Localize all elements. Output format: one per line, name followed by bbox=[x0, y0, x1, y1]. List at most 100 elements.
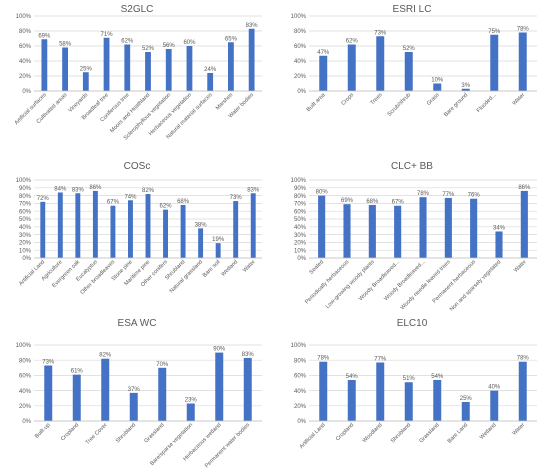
bar bbox=[243, 357, 252, 421]
bar bbox=[518, 361, 527, 421]
bar bbox=[129, 392, 138, 421]
data-label: 83% bbox=[247, 187, 260, 193]
bar bbox=[490, 390, 499, 421]
bar bbox=[444, 197, 452, 258]
x-tick-label: Periodically herbaceous bbox=[304, 259, 350, 305]
bar bbox=[419, 197, 427, 258]
bar bbox=[40, 201, 46, 258]
bar bbox=[44, 365, 53, 421]
y-tick-label: 40% bbox=[19, 225, 32, 231]
chart-panel-4: CLC+ BB 0% 10% 20% 30% 40% 50% 60% 70% 80% 90% 100%… bbox=[275, 157, 550, 314]
x-tick-label: Scrub/shrub bbox=[387, 92, 413, 118]
bar bbox=[41, 39, 48, 91]
bar bbox=[490, 34, 499, 91]
bar bbox=[57, 192, 63, 258]
y-tick-label: 0% bbox=[22, 89, 31, 95]
y-tick-label: 60% bbox=[19, 44, 32, 50]
y-tick-label: 60% bbox=[294, 374, 307, 380]
bar bbox=[163, 209, 168, 258]
x-tick-label: Water bbox=[512, 422, 527, 437]
data-label: 54% bbox=[431, 374, 444, 380]
data-label: 3% bbox=[461, 83, 470, 89]
y-tick-label: 10% bbox=[294, 248, 307, 254]
bar bbox=[250, 193, 256, 258]
data-label: 51% bbox=[403, 376, 416, 382]
y-tick-label: 100% bbox=[291, 14, 307, 20]
data-label: 65% bbox=[225, 36, 238, 42]
data-label: 69% bbox=[38, 33, 51, 39]
data-label: 19% bbox=[212, 237, 225, 243]
x-tick-label: Bare soil bbox=[202, 259, 222, 279]
chart-title: CLC+ BB bbox=[391, 161, 433, 172]
bar bbox=[145, 52, 151, 91]
y-tick-label: 70% bbox=[19, 202, 32, 208]
y-tick-label: 100% bbox=[16, 343, 32, 349]
data-label: 69% bbox=[341, 198, 354, 204]
data-label: 58% bbox=[59, 42, 72, 48]
y-tick-label: 80% bbox=[19, 358, 32, 364]
data-label: 61% bbox=[71, 369, 84, 375]
bar bbox=[248, 28, 255, 91]
x-tick-label: Non and sparsely vegetated bbox=[449, 259, 503, 313]
data-label: 72% bbox=[37, 196, 50, 202]
x-tick-label: Grassland bbox=[143, 422, 165, 444]
chart-title: ELC10 bbox=[397, 318, 428, 329]
data-label: 25% bbox=[460, 396, 473, 402]
chart-panel-6: ELC10 0% 20% 40% 60% 80% 100% 78% Artificial Lan… bbox=[275, 314, 550, 471]
data-label: 23% bbox=[185, 398, 198, 404]
bar bbox=[404, 382, 413, 421]
data-label: 67% bbox=[107, 200, 120, 206]
data-label: 78% bbox=[517, 27, 530, 33]
y-tick-label: 30% bbox=[294, 233, 307, 239]
y-tick-label: 60% bbox=[19, 209, 32, 215]
bar bbox=[470, 198, 478, 258]
y-tick-label: 10% bbox=[19, 248, 32, 254]
bar bbox=[319, 55, 328, 91]
x-tick-label: Flooded... bbox=[476, 92, 498, 114]
x-tick-label: Shrubland bbox=[390, 422, 412, 444]
bar bbox=[520, 190, 528, 258]
bar bbox=[101, 358, 110, 421]
bar bbox=[207, 73, 214, 91]
x-tick-label: Built area bbox=[306, 92, 328, 114]
data-label: 78% bbox=[417, 191, 430, 197]
x-tick-label: Moors and Heathland bbox=[109, 92, 151, 134]
data-label: 73% bbox=[374, 30, 387, 36]
y-tick-label: 30% bbox=[19, 233, 32, 239]
bar bbox=[215, 243, 221, 258]
bar bbox=[461, 402, 470, 421]
x-tick-label: Shrubland bbox=[115, 422, 137, 444]
x-tick-label: Grass bbox=[426, 92, 441, 107]
chart-panel-1: S2GLC 0% 20% 40% 60% 80% 100% 69% Artificial sur… bbox=[0, 0, 275, 157]
x-tick-label: Wetland bbox=[479, 422, 498, 441]
data-label: 77% bbox=[442, 192, 455, 198]
x-tick-label: Tree Cover bbox=[85, 422, 109, 446]
bar bbox=[186, 46, 193, 91]
bar bbox=[62, 47, 68, 91]
chart-panel-2: ESRI LC 0% 20% 40% 60% 80% 100% 47% Built area 62… bbox=[275, 0, 550, 157]
chart-panel-3: COSc 0% 10% 20% 30% 40% 50% 60% 70% 80% 90% 100% 72%… bbox=[0, 157, 275, 314]
data-label: 54% bbox=[346, 374, 359, 380]
bar bbox=[82, 72, 89, 91]
bar bbox=[158, 367, 167, 421]
x-tick-label: Water bbox=[513, 259, 528, 274]
bar bbox=[394, 205, 402, 258]
bar bbox=[145, 194, 151, 258]
data-label: 62% bbox=[121, 39, 134, 45]
chart-panel-5: ESA WC 0% 20% 40% 60% 80% 100% 73% Built-up 61% Cr… bbox=[0, 314, 275, 471]
y-tick-label: 40% bbox=[294, 59, 307, 65]
x-tick-label: Artificial Land bbox=[18, 259, 46, 287]
y-tick-label: 40% bbox=[19, 59, 32, 65]
x-tick-label: Bare Land bbox=[447, 422, 470, 445]
x-tick-label: Cropland bbox=[60, 422, 80, 442]
data-label: 56% bbox=[163, 43, 176, 49]
bar bbox=[376, 36, 385, 91]
bar bbox=[376, 362, 385, 421]
data-label: 82% bbox=[142, 188, 155, 194]
y-tick-label: 0% bbox=[22, 419, 31, 425]
data-label: 52% bbox=[142, 46, 155, 52]
data-label: 70% bbox=[156, 362, 169, 368]
y-tick-label: 80% bbox=[294, 358, 307, 364]
data-label: 52% bbox=[403, 46, 416, 52]
bar bbox=[318, 195, 326, 258]
